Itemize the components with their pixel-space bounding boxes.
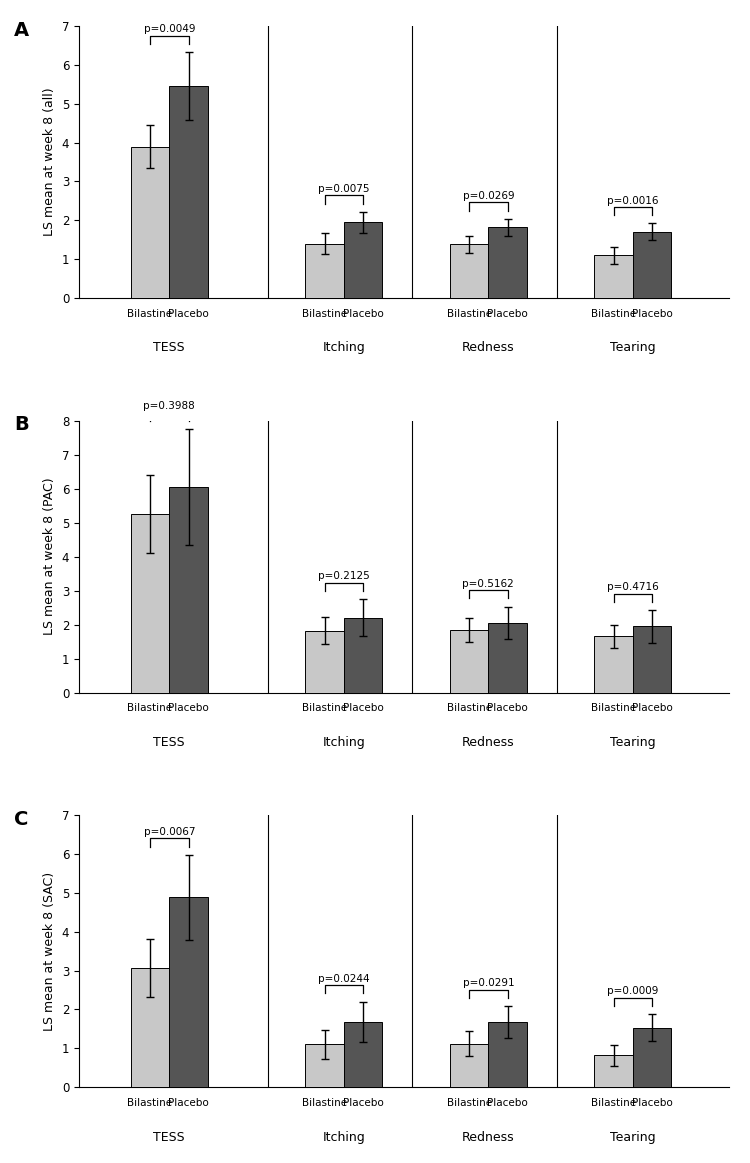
Y-axis label: LS mean at week 8 (PAC): LS mean at week 8 (PAC) — [44, 478, 56, 635]
Text: p=0.5162: p=0.5162 — [463, 579, 514, 588]
Text: Bilastine: Bilastine — [591, 309, 636, 319]
Bar — [305, 1044, 344, 1087]
Text: Bilastine: Bilastine — [128, 704, 172, 713]
Bar — [130, 968, 170, 1087]
Bar — [633, 1028, 671, 1087]
Bar — [633, 231, 671, 298]
Text: p=0.0291: p=0.0291 — [463, 978, 514, 989]
Bar — [344, 1022, 382, 1087]
Bar — [305, 630, 344, 692]
Text: Placebo: Placebo — [343, 704, 383, 713]
Bar — [170, 898, 208, 1087]
Text: Bilastine: Bilastine — [446, 309, 492, 319]
Text: p=0.0075: p=0.0075 — [318, 184, 370, 194]
Text: Bilastine: Bilastine — [128, 309, 172, 319]
Bar — [488, 227, 527, 298]
Bar — [130, 147, 170, 298]
Bar — [170, 487, 208, 692]
Text: Bilastine: Bilastine — [302, 704, 347, 713]
Text: Placebo: Placebo — [168, 704, 209, 713]
Bar — [344, 222, 382, 298]
Text: Placebo: Placebo — [343, 1098, 383, 1108]
Bar — [450, 244, 488, 298]
Text: TESS: TESS — [154, 342, 185, 355]
Text: Placebo: Placebo — [488, 704, 528, 713]
Text: Placebo: Placebo — [632, 1098, 673, 1108]
Bar — [594, 1055, 633, 1087]
Text: Tearing: Tearing — [610, 342, 656, 355]
Text: Itching: Itching — [322, 342, 365, 355]
Text: Placebo: Placebo — [168, 1098, 209, 1108]
Text: Bilastine: Bilastine — [302, 309, 347, 319]
Text: Tearing: Tearing — [610, 1130, 656, 1143]
Text: Itching: Itching — [322, 1130, 365, 1143]
Text: B: B — [14, 415, 28, 434]
Text: Bilastine: Bilastine — [446, 1098, 492, 1108]
Bar — [170, 86, 208, 298]
Text: TESS: TESS — [154, 736, 185, 749]
Text: p=0.0016: p=0.0016 — [607, 195, 658, 206]
Text: Placebo: Placebo — [632, 704, 673, 713]
Text: A: A — [14, 21, 29, 40]
Bar — [594, 255, 633, 298]
Text: Bilastine: Bilastine — [302, 1098, 347, 1108]
Text: Placebo: Placebo — [168, 309, 209, 319]
Text: p=0.2125: p=0.2125 — [318, 571, 370, 582]
Text: p=0.0244: p=0.0244 — [318, 973, 370, 984]
Text: p=0.3988: p=0.3988 — [143, 401, 195, 412]
Text: Bilastine: Bilastine — [591, 1098, 636, 1108]
Y-axis label: LS mean at week 8 (SAC): LS mean at week 8 (SAC) — [44, 871, 56, 1030]
Text: p=0.0269: p=0.0269 — [463, 191, 514, 201]
Text: Placebo: Placebo — [343, 309, 383, 319]
Bar — [305, 243, 344, 298]
Text: Redness: Redness — [462, 1130, 514, 1143]
Text: p=0.0049: p=0.0049 — [143, 24, 195, 35]
Y-axis label: LS mean at week 8 (all): LS mean at week 8 (all) — [44, 87, 56, 236]
Text: Tearing: Tearing — [610, 736, 656, 749]
Bar — [488, 623, 527, 692]
Text: Bilastine: Bilastine — [591, 704, 636, 713]
Bar — [450, 629, 488, 692]
Text: Bilastine: Bilastine — [128, 1098, 172, 1108]
Text: p=0.0009: p=0.0009 — [608, 986, 658, 997]
Bar — [130, 514, 170, 692]
Text: Redness: Redness — [462, 342, 514, 355]
Text: Placebo: Placebo — [632, 309, 673, 319]
Bar — [594, 636, 633, 692]
Text: Itching: Itching — [322, 736, 365, 749]
Text: TESS: TESS — [154, 1130, 185, 1143]
Text: Bilastine: Bilastine — [446, 704, 492, 713]
Bar — [450, 1043, 488, 1087]
Text: Placebo: Placebo — [488, 309, 528, 319]
Bar — [344, 618, 382, 692]
Text: Redness: Redness — [462, 736, 514, 749]
Bar — [633, 626, 671, 692]
Text: p=0.4716: p=0.4716 — [607, 583, 658, 592]
Text: p=0.0067: p=0.0067 — [143, 827, 195, 837]
Text: Placebo: Placebo — [488, 1098, 528, 1108]
Bar — [488, 1022, 527, 1087]
Text: C: C — [14, 809, 28, 829]
